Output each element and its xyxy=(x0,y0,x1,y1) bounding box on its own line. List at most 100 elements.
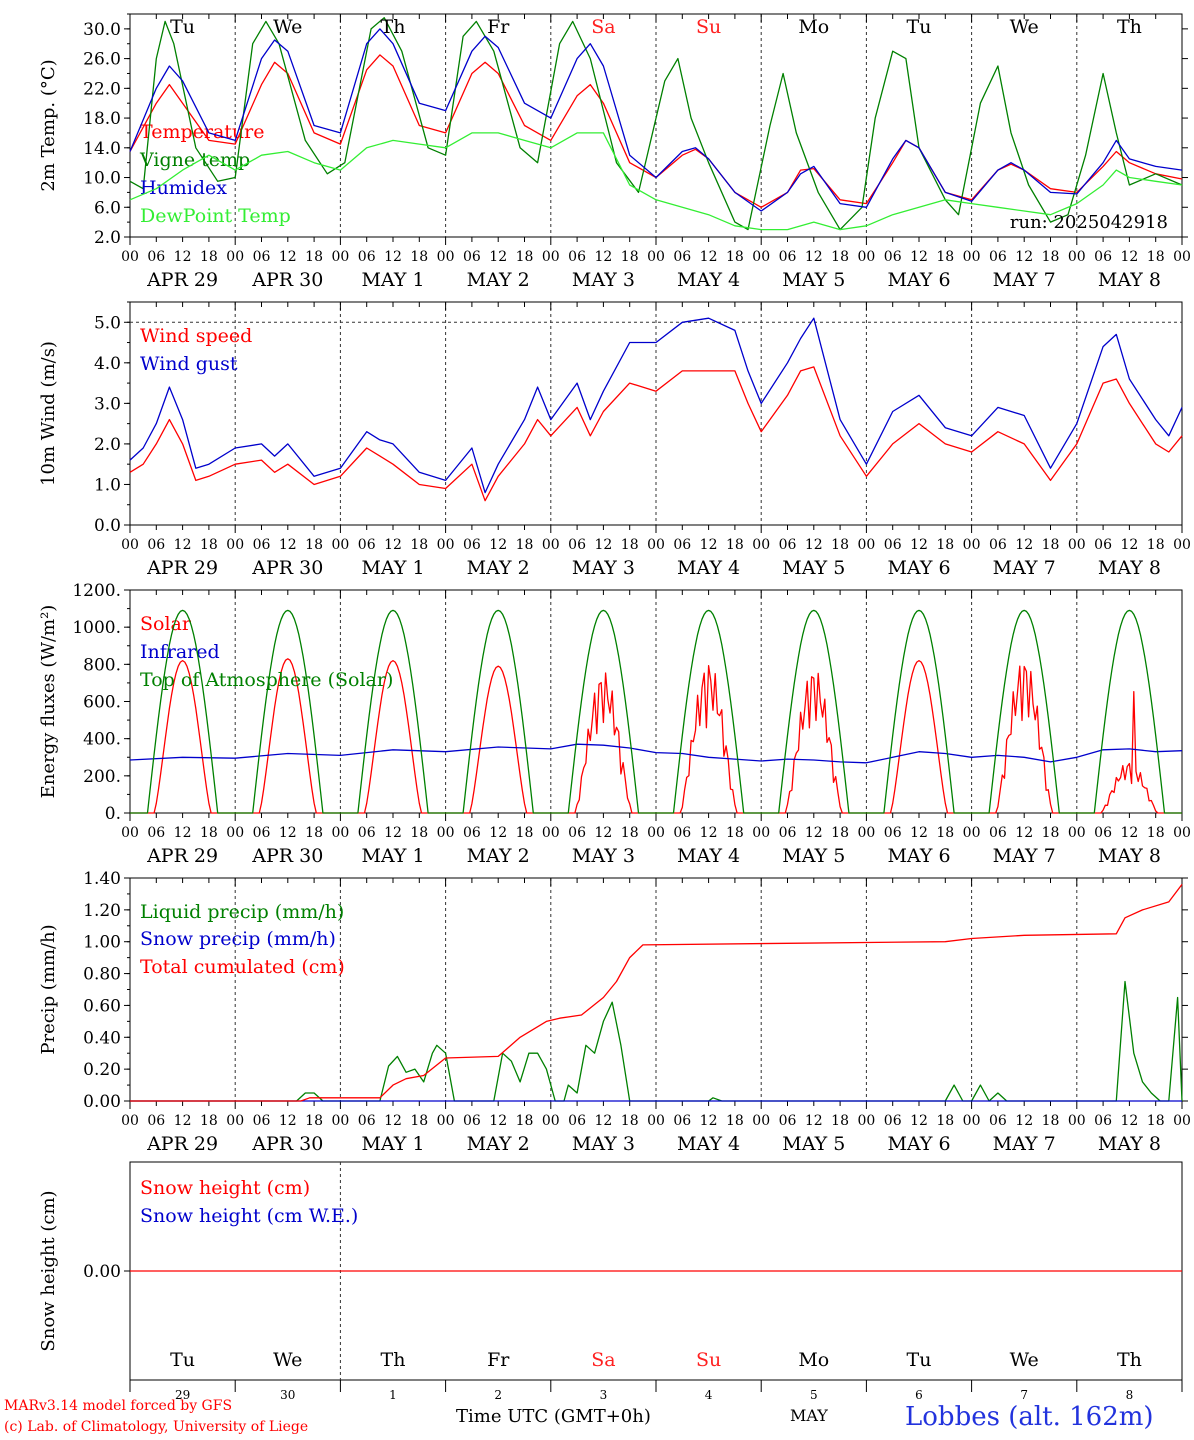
hour-tick-label: 00 xyxy=(752,249,770,265)
day-label-top: Tu xyxy=(170,16,195,38)
day-label-top: Tu xyxy=(907,16,932,38)
hour-tick-label: 18 xyxy=(621,825,639,841)
hour-tick-label: 18 xyxy=(516,249,534,265)
hour-tick-label: 12 xyxy=(384,249,402,265)
hour-tick-label: 18 xyxy=(936,249,954,265)
date-label: MAY 8 xyxy=(1098,557,1161,579)
hour-tick-label: 18 xyxy=(200,825,218,841)
y-tick-label: 0.20 xyxy=(83,1060,121,1080)
hour-tick-label: 18 xyxy=(726,825,744,841)
hour-tick-label: 18 xyxy=(936,537,954,553)
hour-tick-label: 18 xyxy=(1147,825,1165,841)
date-label: MAY 6 xyxy=(887,269,950,291)
legend-entry: Temperature xyxy=(140,121,264,143)
series-line-1-2 xyxy=(129,17,1183,231)
hour-tick-label: 18 xyxy=(516,537,534,553)
date-label: MAY 1 xyxy=(361,1133,424,1155)
y-tick-label: 22.0 xyxy=(83,79,121,99)
hour-tick-label: 12 xyxy=(594,825,612,841)
y-tick-label: 200. xyxy=(83,767,121,787)
hour-tick-label: 12 xyxy=(384,825,402,841)
date-label: APR 30 xyxy=(251,1133,323,1155)
station-label: Lobbes (alt. 162m) xyxy=(905,1402,1154,1432)
date-label: APR 30 xyxy=(251,557,323,579)
hour-tick-label: 18 xyxy=(831,1113,849,1129)
y-axis-label: Precip (mm/h) xyxy=(38,924,59,1054)
day-label-bottom: Th xyxy=(381,1349,406,1371)
date-label: MAY 6 xyxy=(887,1133,950,1155)
legend-entry: Snow height (cm W.E.) xyxy=(140,1205,358,1227)
hour-tick-label: 06 xyxy=(989,537,1007,553)
date-label: MAY 2 xyxy=(467,1133,530,1155)
hour-tick-label: 12 xyxy=(594,249,612,265)
hour-tick-label: 00 xyxy=(121,825,139,841)
day-number: 2 xyxy=(494,1388,502,1402)
hour-tick-label: 00 xyxy=(331,249,349,265)
date-label: MAY 7 xyxy=(993,845,1056,867)
hour-tick-label: 00 xyxy=(226,1113,244,1129)
series-line-4-3 xyxy=(130,884,1183,1102)
date-label: MAY 7 xyxy=(993,269,1056,291)
hour-tick-label: 12 xyxy=(279,825,297,841)
hour-tick-label: 12 xyxy=(279,537,297,553)
hour-tick-label: 06 xyxy=(673,825,691,841)
hour-tick-label: 06 xyxy=(253,825,271,841)
hour-tick-label: 18 xyxy=(410,249,428,265)
hour-tick-label: 18 xyxy=(200,537,218,553)
hour-tick-label: 06 xyxy=(989,1113,1007,1129)
hour-tick-label: 00 xyxy=(1173,825,1191,841)
y-tick-label: 14.0 xyxy=(83,139,121,159)
hour-tick-label: 12 xyxy=(910,1113,928,1129)
hour-tick-label: 12 xyxy=(174,249,192,265)
hour-tick-label: 06 xyxy=(253,1113,271,1129)
hour-tick-label: 00 xyxy=(1068,1113,1086,1129)
date-label: MAY 2 xyxy=(467,557,530,579)
hour-tick-label: 12 xyxy=(174,1113,192,1129)
hour-tick-label: 18 xyxy=(621,249,639,265)
hour-tick-label: 12 xyxy=(1120,825,1138,841)
hour-tick-label: 18 xyxy=(516,1113,534,1129)
hour-tick-label: 12 xyxy=(594,1113,612,1129)
hour-tick-label: 06 xyxy=(358,249,376,265)
panel-1-frame xyxy=(129,13,1183,238)
series-line-2-1 xyxy=(129,366,1183,502)
hour-tick-label: 06 xyxy=(884,1113,902,1129)
y-tick-label: 0.00 xyxy=(83,1262,121,1282)
hour-tick-label: 12 xyxy=(1015,825,1033,841)
y-tick-label: 1.00 xyxy=(83,933,121,953)
date-label: MAY 2 xyxy=(467,845,530,867)
date-label: APR 30 xyxy=(251,845,323,867)
hour-tick-label: 18 xyxy=(936,825,954,841)
hour-tick-label: 18 xyxy=(1147,249,1165,265)
date-label: MAY 8 xyxy=(1098,1133,1161,1155)
y-tick-label: 1.20 xyxy=(83,901,121,921)
y-tick-label: 4.0 xyxy=(94,354,121,374)
hour-tick-label: 00 xyxy=(752,825,770,841)
series-line-1-3 xyxy=(129,28,1183,212)
day-number: 6 xyxy=(915,1388,923,1402)
hour-tick-label: 12 xyxy=(700,825,718,841)
hour-tick-label: 18 xyxy=(936,1113,954,1129)
hour-tick-label: 00 xyxy=(857,249,875,265)
panel-3-frame xyxy=(129,589,1183,814)
day-label-bottom: Th xyxy=(1117,1349,1142,1371)
legend-entry: Liquid precip (mm/h) xyxy=(140,901,344,923)
hour-tick-label: 00 xyxy=(437,1113,455,1129)
hour-tick-label: 00 xyxy=(542,249,560,265)
hour-tick-label: 12 xyxy=(1120,249,1138,265)
hour-tick-label: 06 xyxy=(568,537,586,553)
hour-tick-label: 00 xyxy=(647,537,665,553)
y-tick-label: 0.60 xyxy=(83,996,121,1016)
hour-tick-label: 00 xyxy=(331,1113,349,1129)
hour-tick-label: 18 xyxy=(1042,537,1060,553)
date-label: MAY 4 xyxy=(677,557,740,579)
hour-tick-label: 12 xyxy=(700,1113,718,1129)
hour-tick-label: 18 xyxy=(1042,1113,1060,1129)
hour-tick-label: 18 xyxy=(200,1113,218,1129)
day-label-bottom: Tu xyxy=(170,1349,195,1371)
y-tick-label: 0.0 xyxy=(94,516,121,536)
date-label: MAY 6 xyxy=(887,845,950,867)
hour-tick-label: 06 xyxy=(358,1113,376,1129)
